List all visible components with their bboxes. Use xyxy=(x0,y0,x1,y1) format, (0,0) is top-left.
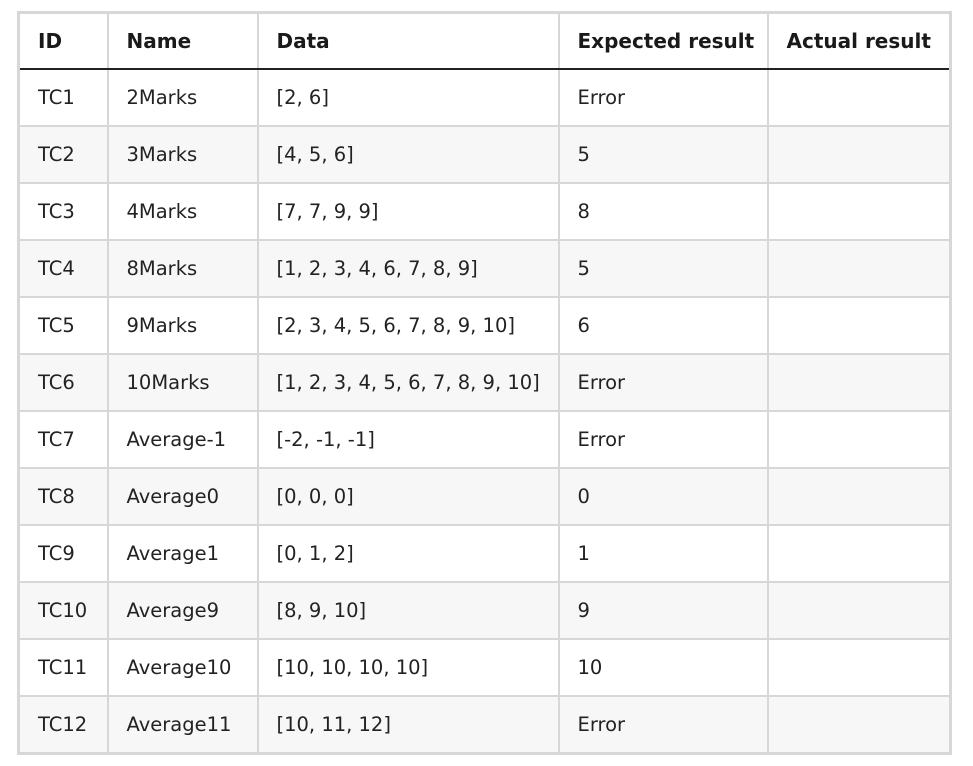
cell-id: TC5 xyxy=(17,296,109,354)
cell-name: 8Marks xyxy=(106,239,259,297)
table-row: TC11 Average10 [10, 10, 10, 10] 10 xyxy=(17,638,952,696)
cell-name: 4Marks xyxy=(106,182,259,240)
cell-expected-result: 5 xyxy=(557,239,769,297)
cell-actual-result xyxy=(766,695,952,754)
cell-expected-result: 0 xyxy=(557,467,769,525)
cell-actual-result xyxy=(766,638,952,696)
cell-name: 9Marks xyxy=(106,296,259,354)
cell-expected-result: 8 xyxy=(557,182,769,240)
table-row: TC1 2Marks [2, 6] Error xyxy=(17,69,952,126)
table-body: TC1 2Marks [2, 6] Error TC2 3Marks [4, 5, 6] 5 T… xyxy=(17,69,952,754)
cell-name: Average10 xyxy=(106,638,259,696)
cell-id: TC9 xyxy=(17,524,109,582)
cell-expected-result: 1 xyxy=(557,524,769,582)
cell-data: [-2, -1, -1] xyxy=(256,410,560,468)
cell-id: TC8 xyxy=(17,467,109,525)
cell-expected-result: Error xyxy=(557,353,769,411)
cell-data: [1, 2, 3, 4, 5, 6, 7, 8, 9, 10] xyxy=(256,353,560,411)
cell-expected-result: Error xyxy=(557,69,769,126)
cell-name: Average0 xyxy=(106,467,259,525)
header-expected-result: Expected result xyxy=(557,12,769,70)
table-row: TC6 10Marks [1, 2, 3, 4, 5, 6, 7, 8, 9, 10… xyxy=(17,353,952,411)
test-case-table: ID Name Data Expected result Actual resu… xyxy=(17,11,952,755)
cell-name: 3Marks xyxy=(106,125,259,183)
cell-name: Average-1 xyxy=(106,410,259,468)
cell-data: [7, 7, 9, 9] xyxy=(256,182,560,240)
cell-actual-result xyxy=(766,239,952,297)
cell-id: TC7 xyxy=(17,410,109,468)
table-row: TC4 8Marks [1, 2, 3, 4, 6, 7, 8, 9] 5 xyxy=(17,239,952,297)
cell-data: [8, 9, 10] xyxy=(256,581,560,639)
cell-expected-result: 5 xyxy=(557,125,769,183)
cell-data: [4, 5, 6] xyxy=(256,125,560,183)
table-row: TC8 Average0 [0, 0, 0] 0 xyxy=(17,467,952,525)
cell-name: 2Marks xyxy=(106,69,259,126)
cell-actual-result xyxy=(766,125,952,183)
cell-data: [10, 11, 12] xyxy=(256,695,560,754)
table-row: TC7 Average-1 [-2, -1, -1] Error xyxy=(17,410,952,468)
cell-data: [0, 0, 0] xyxy=(256,467,560,525)
cell-actual-result xyxy=(766,69,952,126)
cell-name: Average1 xyxy=(106,524,259,582)
cell-name: 10Marks xyxy=(106,353,259,411)
cell-expected-result: 6 xyxy=(557,296,769,354)
cell-actual-result xyxy=(766,296,952,354)
cell-actual-result xyxy=(766,467,952,525)
table-header-row: ID Name Data Expected result Actual resu… xyxy=(17,12,952,70)
cell-expected-result: 9 xyxy=(557,581,769,639)
cell-actual-result xyxy=(766,182,952,240)
cell-id: TC4 xyxy=(17,239,109,297)
cell-expected-result: 10 xyxy=(557,638,769,696)
header-name: Name xyxy=(106,12,259,70)
cell-data: [2, 6] xyxy=(256,69,560,126)
table-row: TC3 4Marks [7, 7, 9, 9] 8 xyxy=(17,182,952,240)
cell-actual-result xyxy=(766,353,952,411)
cell-name: Average9 xyxy=(106,581,259,639)
table-row: TC12 Average11 [10, 11, 12] Error xyxy=(17,695,952,754)
table-row: TC5 9Marks [2, 3, 4, 5, 6, 7, 8, 9, 10] 6 xyxy=(17,296,952,354)
cell-id: TC6 xyxy=(17,353,109,411)
table-header: ID Name Data Expected result Actual resu… xyxy=(17,12,952,70)
cell-actual-result xyxy=(766,581,952,639)
table-row: TC2 3Marks [4, 5, 6] 5 xyxy=(17,125,952,183)
cell-id: TC2 xyxy=(17,125,109,183)
cell-id: TC10 xyxy=(17,581,109,639)
header-id: ID xyxy=(17,12,109,70)
cell-id: TC1 xyxy=(17,69,109,126)
cell-expected-result: Error xyxy=(557,410,769,468)
cell-name: Average11 xyxy=(106,695,259,754)
cell-actual-result xyxy=(766,524,952,582)
table-row: TC9 Average1 [0, 1, 2] 1 xyxy=(17,524,952,582)
test-case-table-container: ID Name Data Expected result Actual resu… xyxy=(17,11,952,755)
header-actual-result: Actual result xyxy=(766,12,952,70)
cell-data: [10, 10, 10, 10] xyxy=(256,638,560,696)
cell-data: [1, 2, 3, 4, 6, 7, 8, 9] xyxy=(256,239,560,297)
cell-data: [2, 3, 4, 5, 6, 7, 8, 9, 10] xyxy=(256,296,560,354)
cell-id: TC11 xyxy=(17,638,109,696)
cell-id: TC3 xyxy=(17,182,109,240)
cell-id: TC12 xyxy=(17,695,109,754)
cell-actual-result xyxy=(766,410,952,468)
table-row: TC10 Average9 [8, 9, 10] 9 xyxy=(17,581,952,639)
cell-expected-result: Error xyxy=(557,695,769,754)
cell-data: [0, 1, 2] xyxy=(256,524,560,582)
header-data: Data xyxy=(256,12,560,70)
